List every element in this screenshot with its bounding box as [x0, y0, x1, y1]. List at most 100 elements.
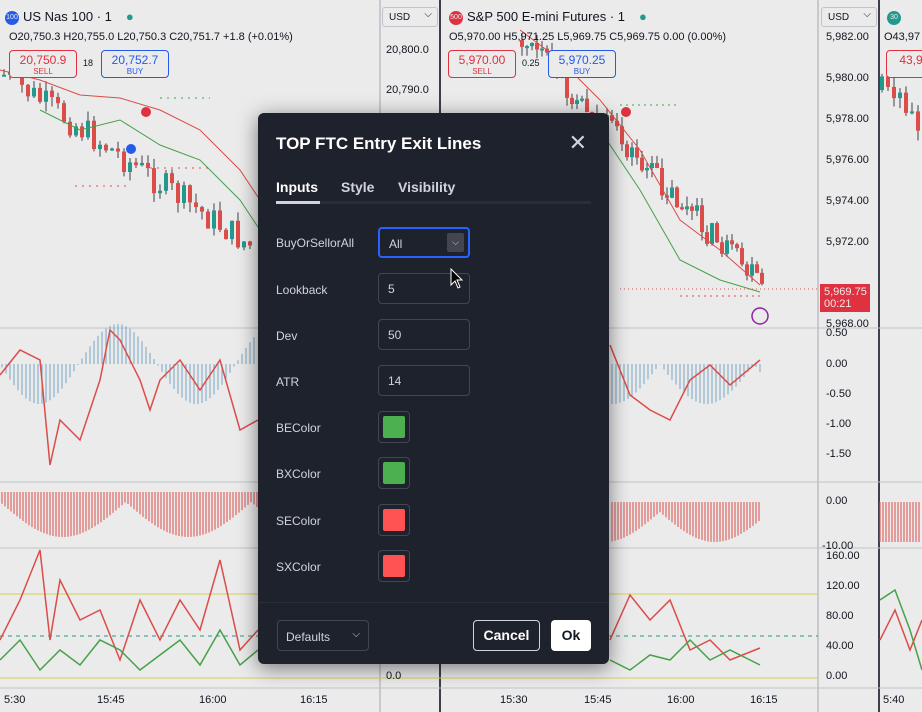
mid-price-label: 5,982.00: [826, 31, 869, 43]
mid-currency-select[interactable]: USD: [821, 7, 877, 27]
candle-body: [38, 87, 42, 102]
left-symbol-title[interactable]: 100 US Nas 100 · 1 ●: [5, 9, 134, 25]
candle-body: [248, 241, 252, 246]
candle-body: [236, 220, 240, 248]
candle-body: [56, 96, 60, 104]
osc3-red-line-right: [879, 608, 922, 653]
sxcolor-swatch[interactable]: [378, 550, 410, 582]
left-sell-button[interactable]: 20,750.9 SELL: [9, 50, 77, 78]
candle-body: [630, 147, 634, 158]
candle-body: [212, 210, 216, 229]
candle-body: [670, 187, 674, 198]
osc3-axis-label: 0.00: [826, 670, 848, 682]
candle-body: [182, 185, 186, 203]
left-red-ma-line: [0, 69, 261, 201]
candle-body: [176, 183, 180, 203]
candle-body: [760, 272, 764, 284]
candle-body: [2, 74, 6, 77]
candle-body: [904, 92, 908, 113]
candle-body: [535, 42, 539, 50]
defaults-label: Defaults: [286, 630, 331, 644]
tab-style[interactable]: Style: [341, 179, 375, 195]
mid-time-label: 15:30: [500, 694, 528, 706]
mid-buy-price: 5,970.25: [558, 53, 606, 67]
mid-last-price-tag: 5,969.75 00:21: [820, 284, 870, 312]
candle-body: [86, 120, 90, 138]
candle-body: [206, 211, 210, 229]
indicator-settings-dialog: TOP FTC Entry Exit Lines ✕ Inputs Style …: [258, 113, 609, 664]
candle-body: [720, 242, 724, 254]
right-time-label: 5:40: [883, 694, 905, 706]
candle-body: [685, 206, 689, 210]
oscillator-1-line-mid: [609, 344, 761, 422]
left-green-ma-line: [39, 109, 261, 231]
lookback-input[interactable]: 5: [378, 273, 470, 304]
candle-body: [620, 126, 624, 145]
defaults-dropdown[interactable]: Defaults ⌵: [277, 620, 369, 651]
candle-body: [134, 162, 138, 166]
candle-body: [695, 205, 699, 211]
candle-body: [892, 86, 896, 99]
left-market-open-icon: ●: [125, 9, 134, 24]
left-price-candles: [2, 61, 252, 251]
tab-inputs[interactable]: Inputs: [276, 179, 318, 195]
field-label-becolor: BEColor: [276, 421, 321, 435]
dev-input[interactable]: 50: [378, 319, 470, 350]
right-price-candles: [880, 69, 920, 141]
osc1-axis-label: 0.00: [826, 358, 848, 370]
becolor-swatch[interactable]: [378, 411, 410, 443]
candle-body: [575, 100, 579, 105]
left-currency-select[interactable]: USD: [382, 7, 438, 27]
mid-market-open-icon: ●: [639, 9, 647, 24]
mid-buy-button[interactable]: 5,970.25 BUY: [548, 50, 616, 78]
mid-sell-price: 5,970.00: [458, 53, 506, 67]
atr-input[interactable]: 14: [378, 365, 470, 396]
candle-body: [530, 42, 534, 47]
dialog-title: TOP FTC Entry Exit Lines: [276, 134, 482, 153]
right-sell-button[interactable]: 43,9: [886, 50, 922, 78]
candle-body: [525, 46, 529, 49]
candle-body: [615, 120, 619, 127]
candle-body: [218, 210, 222, 230]
candle-body: [585, 98, 589, 113]
candle-body: [80, 126, 84, 138]
left-symbol-name: US Nas 100 · 1: [23, 9, 112, 24]
osc1-axis-label: -1.50: [826, 448, 852, 460]
right-sell-price: 43,9: [899, 53, 922, 67]
secolor-swatch[interactable]: [378, 504, 410, 536]
mid-sell-button[interactable]: 5,970.00 SELL: [448, 50, 516, 78]
candle-body: [242, 241, 246, 248]
osc3-axis-label: 40.00: [826, 640, 854, 652]
candle-body: [715, 223, 719, 243]
right-symbol-title[interactable]: 30: [887, 9, 905, 25]
osc1-axis-label: 0.50: [826, 327, 848, 339]
bxcolor-swatch[interactable]: [378, 457, 410, 489]
left-spread: 18: [83, 58, 94, 68]
candle-body: [26, 84, 30, 97]
candle-body: [898, 92, 902, 99]
candle-body: [122, 151, 126, 172]
left-buy-label: BUY: [126, 67, 144, 76]
candle-body: [146, 162, 150, 169]
candle-body: [640, 157, 644, 171]
candle-body: [570, 97, 574, 105]
left-buy-button[interactable]: 20,752.7 BUY: [101, 50, 169, 78]
osc3-green-line: [0, 628, 259, 672]
close-icon[interactable]: ✕: [568, 130, 587, 155]
tab-visibility[interactable]: Visibility: [398, 179, 456, 195]
candle-body: [740, 248, 744, 265]
candle-body: [700, 205, 704, 233]
buyorsellorall-select[interactable]: All ⌵: [378, 227, 470, 258]
candle-body: [50, 90, 54, 97]
mid-symbol-title[interactable]: 500 S&P 500 E-mini Futures · 1 ●: [449, 9, 647, 25]
ok-button[interactable]: Ok: [551, 620, 591, 651]
cancel-button[interactable]: Cancel: [473, 620, 540, 651]
osc1-axis-label: -0.50: [826, 388, 852, 400]
candle-body: [92, 120, 96, 150]
osc3-axis-label: 160.00: [826, 550, 860, 562]
oscillator-2-histogram: [1, 492, 920, 542]
candle-body: [750, 264, 754, 276]
candle-body: [645, 167, 649, 171]
mid-spread: 0.25: [522, 58, 540, 68]
